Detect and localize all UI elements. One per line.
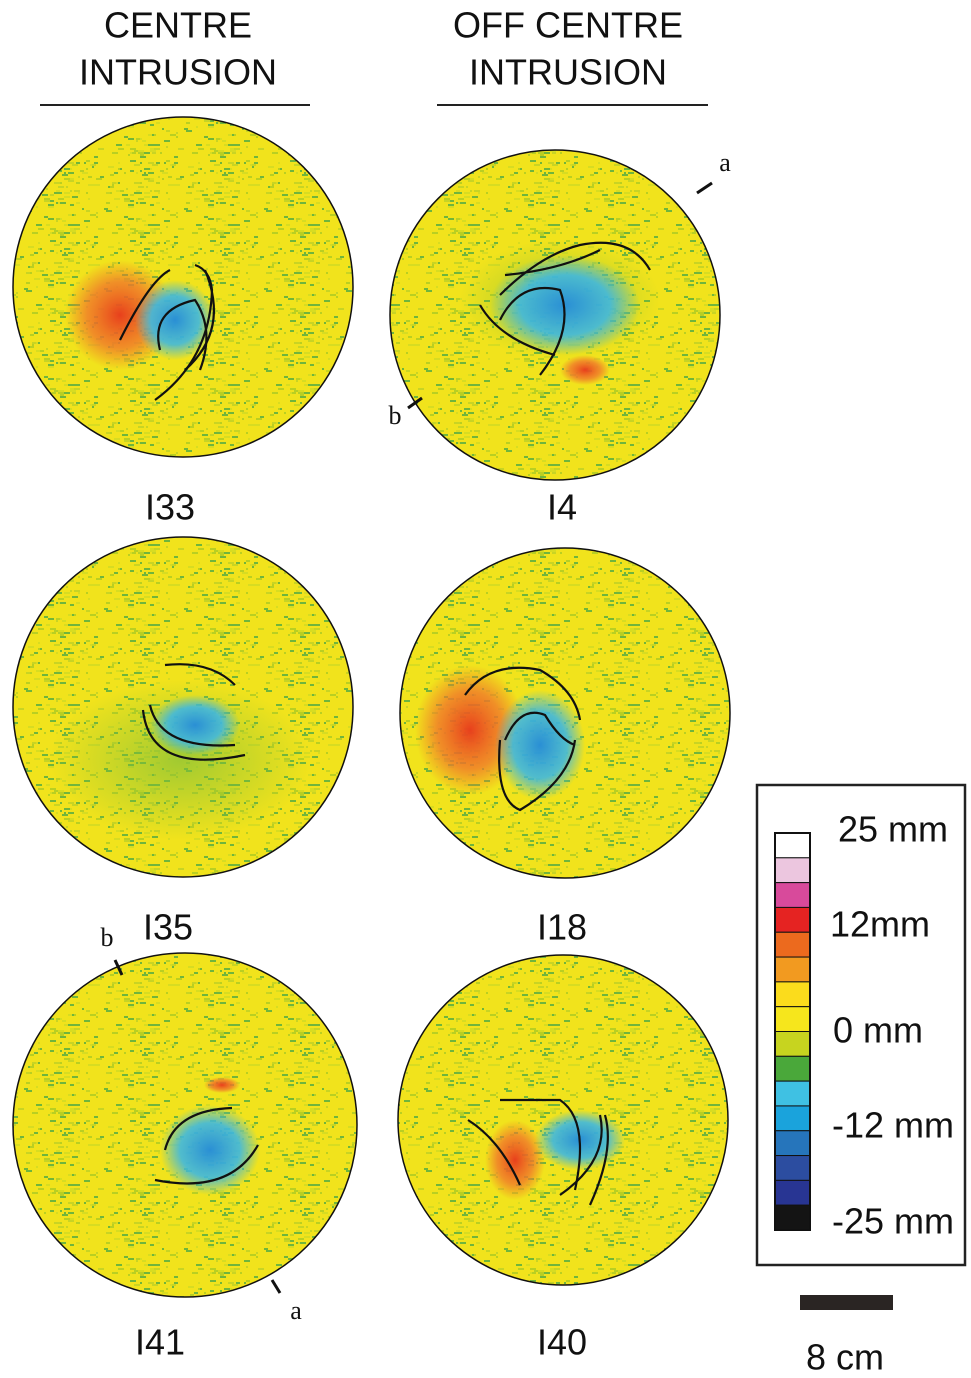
panel: I33 bbox=[13, 117, 353, 528]
legend-label: 0 mm bbox=[833, 1010, 923, 1051]
profile-marker: a bbox=[719, 148, 731, 177]
column-title: CENTRE bbox=[104, 5, 252, 46]
swatch bbox=[775, 833, 810, 858]
panel-label: I18 bbox=[537, 907, 587, 948]
swatch bbox=[775, 1131, 810, 1156]
swatch bbox=[775, 1205, 810, 1230]
swatch bbox=[775, 858, 810, 883]
panel-label: I41 bbox=[135, 1322, 185, 1363]
figure: CENTRE INTRUSION OFF CENTRE INTRUSION I3… bbox=[0, 0, 971, 1378]
swatch bbox=[775, 1056, 810, 1081]
column-title: INTRUSION bbox=[469, 52, 667, 93]
swatch bbox=[775, 932, 810, 957]
swatch bbox=[775, 982, 810, 1007]
legend-label: -25 mm bbox=[832, 1201, 954, 1242]
panel-label: I40 bbox=[537, 1322, 587, 1363]
profile-marker: a bbox=[290, 1296, 302, 1325]
panel-label: I35 bbox=[143, 907, 193, 948]
swatch bbox=[775, 1007, 810, 1032]
legend-label: 25 mm bbox=[838, 809, 948, 850]
panel: b a I41 bbox=[13, 923, 357, 1363]
swatch bbox=[775, 1156, 810, 1181]
swatch bbox=[775, 957, 810, 982]
scale-label: 8 cm bbox=[806, 1337, 884, 1378]
panel: I18 bbox=[400, 548, 730, 948]
panel: a b I4 bbox=[389, 148, 732, 528]
column-title: OFF CENTRE bbox=[453, 5, 683, 46]
swatch bbox=[775, 1106, 810, 1131]
legend: 25 mm 12mm 0 mm -12 mm -25 mm bbox=[757, 785, 965, 1265]
swatch bbox=[775, 907, 810, 932]
profile-marker: b bbox=[101, 923, 114, 952]
panel-label: I4 bbox=[547, 487, 577, 528]
profile-marker: b bbox=[389, 401, 402, 430]
column-title: INTRUSION bbox=[79, 52, 277, 93]
legend-label: 12mm bbox=[830, 904, 930, 945]
swatch bbox=[775, 883, 810, 908]
swatch bbox=[775, 1032, 810, 1057]
scale-bar bbox=[800, 1295, 893, 1310]
panel: I40 bbox=[398, 955, 728, 1363]
panel: I35 bbox=[13, 537, 353, 948]
panel-label: I33 bbox=[145, 487, 195, 528]
swatch bbox=[775, 1081, 810, 1106]
legend-label: -12 mm bbox=[832, 1105, 954, 1146]
swatch bbox=[775, 1180, 810, 1205]
